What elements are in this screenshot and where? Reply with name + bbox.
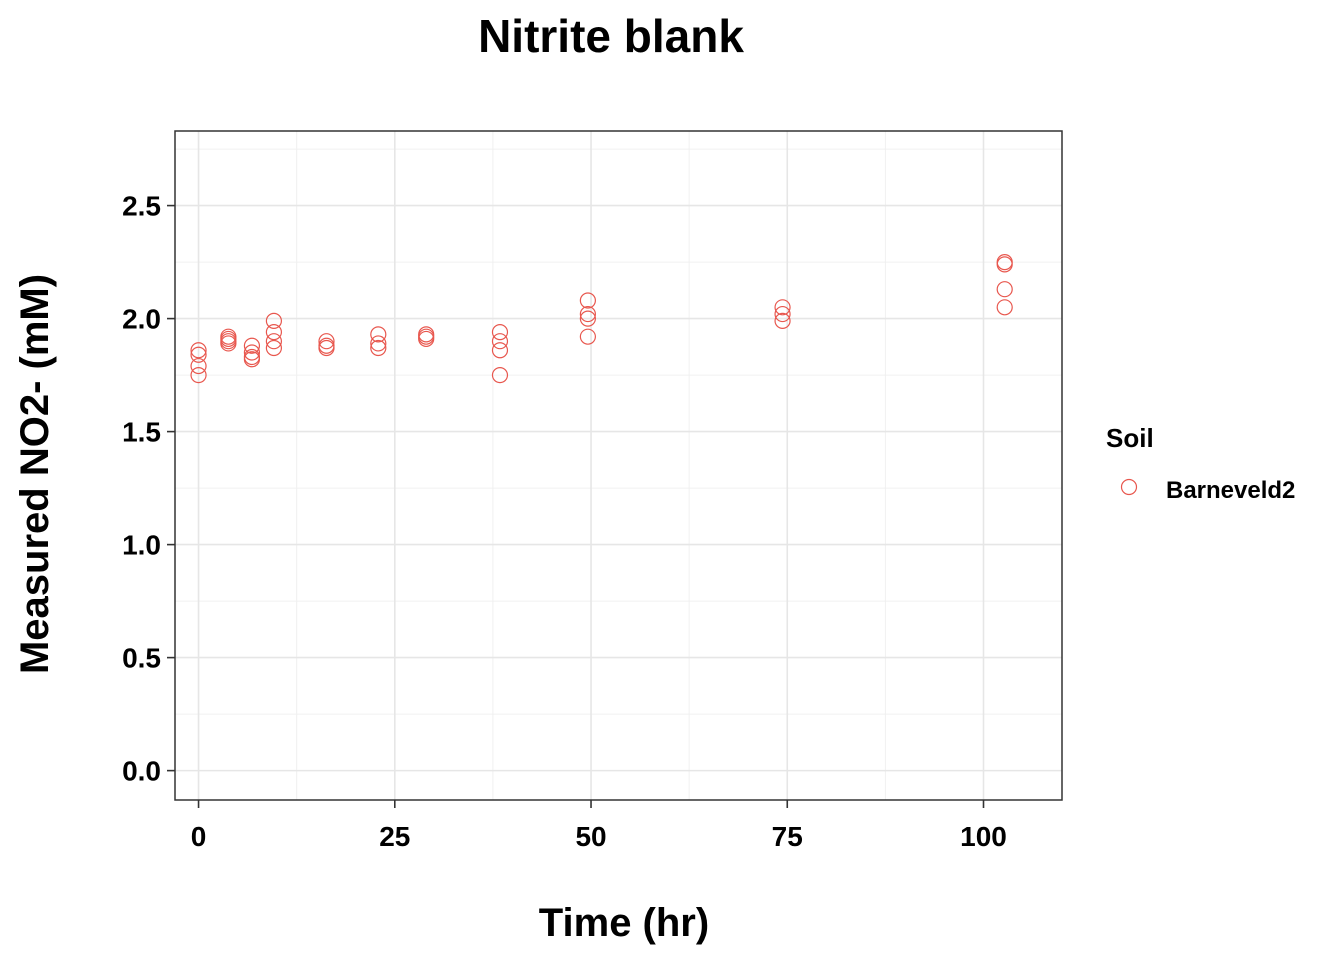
- data-point: [220, 335, 237, 352]
- data-point: [190, 366, 207, 384]
- data-point: [774, 305, 791, 323]
- legend-label-barneveld2: Barneveld2: [1166, 477, 1295, 504]
- x-tick-label: 25: [379, 821, 410, 852]
- data-point: [318, 333, 335, 350]
- data-point: [243, 351, 261, 368]
- data-point: [774, 299, 791, 316]
- x-tick-label: 50: [575, 821, 606, 852]
- data-point: [579, 328, 596, 345]
- x-axis-ticks: 0 25 50 75 100: [191, 800, 1007, 852]
- x-tick-label: 100: [960, 821, 1007, 852]
- data-point: [370, 335, 387, 352]
- data-point: [265, 312, 283, 329]
- data-point: [996, 299, 1013, 316]
- x-axis-title: Time (hr): [539, 901, 709, 945]
- data-point: [370, 326, 387, 343]
- y-tick-label: 2.5: [122, 191, 161, 222]
- data-points: [190, 253, 1013, 384]
- data-point: [318, 339, 335, 357]
- data-point: [996, 256, 1013, 273]
- major-gridlines: [175, 131, 1062, 800]
- y-tick-label: 2.0: [122, 304, 161, 335]
- data-point: [579, 310, 596, 327]
- data-point: [265, 339, 283, 357]
- data-point: [190, 342, 207, 359]
- data-point: [370, 339, 387, 357]
- data-point: [491, 342, 509, 359]
- data-point: [265, 324, 283, 341]
- data-point: [265, 333, 283, 350]
- legend-key-open-circle: [1120, 478, 1138, 496]
- y-tick-label: 0.0: [122, 756, 161, 787]
- y-axis-ticks: 0.0 0.5 1.0 1.5 2.0 2.5: [122, 191, 175, 787]
- y-tick-label: 0.5: [122, 643, 161, 674]
- data-point: [491, 366, 509, 384]
- data-point: [243, 344, 261, 361]
- legend-title: Soil: [1106, 423, 1154, 453]
- data-point: [243, 337, 261, 354]
- chart-title: Nitrite blank: [478, 10, 744, 62]
- data-point: [190, 346, 207, 363]
- data-point: [579, 305, 596, 323]
- data-point: [418, 330, 435, 348]
- y-axis-title: Measured NO2- (mM): [13, 274, 57, 674]
- data-point: [491, 333, 509, 350]
- x-tick-label: 0: [191, 821, 207, 852]
- legend: Soil Barneveld2: [1106, 423, 1295, 504]
- minor-gridlines: [175, 131, 1062, 800]
- y-tick-label: 1.5: [122, 417, 161, 448]
- data-point: [996, 281, 1013, 298]
- plot-border: [174, 130, 1063, 801]
- data-point: [579, 292, 596, 309]
- data-point: [190, 357, 207, 375]
- x-tick-label: 75: [772, 821, 803, 852]
- data-point: [774, 312, 791, 329]
- y-tick-label: 1.0: [122, 530, 161, 561]
- plot-background: [175, 131, 1062, 800]
- data-point: [491, 324, 509, 341]
- plot-panel: [175, 131, 1062, 800]
